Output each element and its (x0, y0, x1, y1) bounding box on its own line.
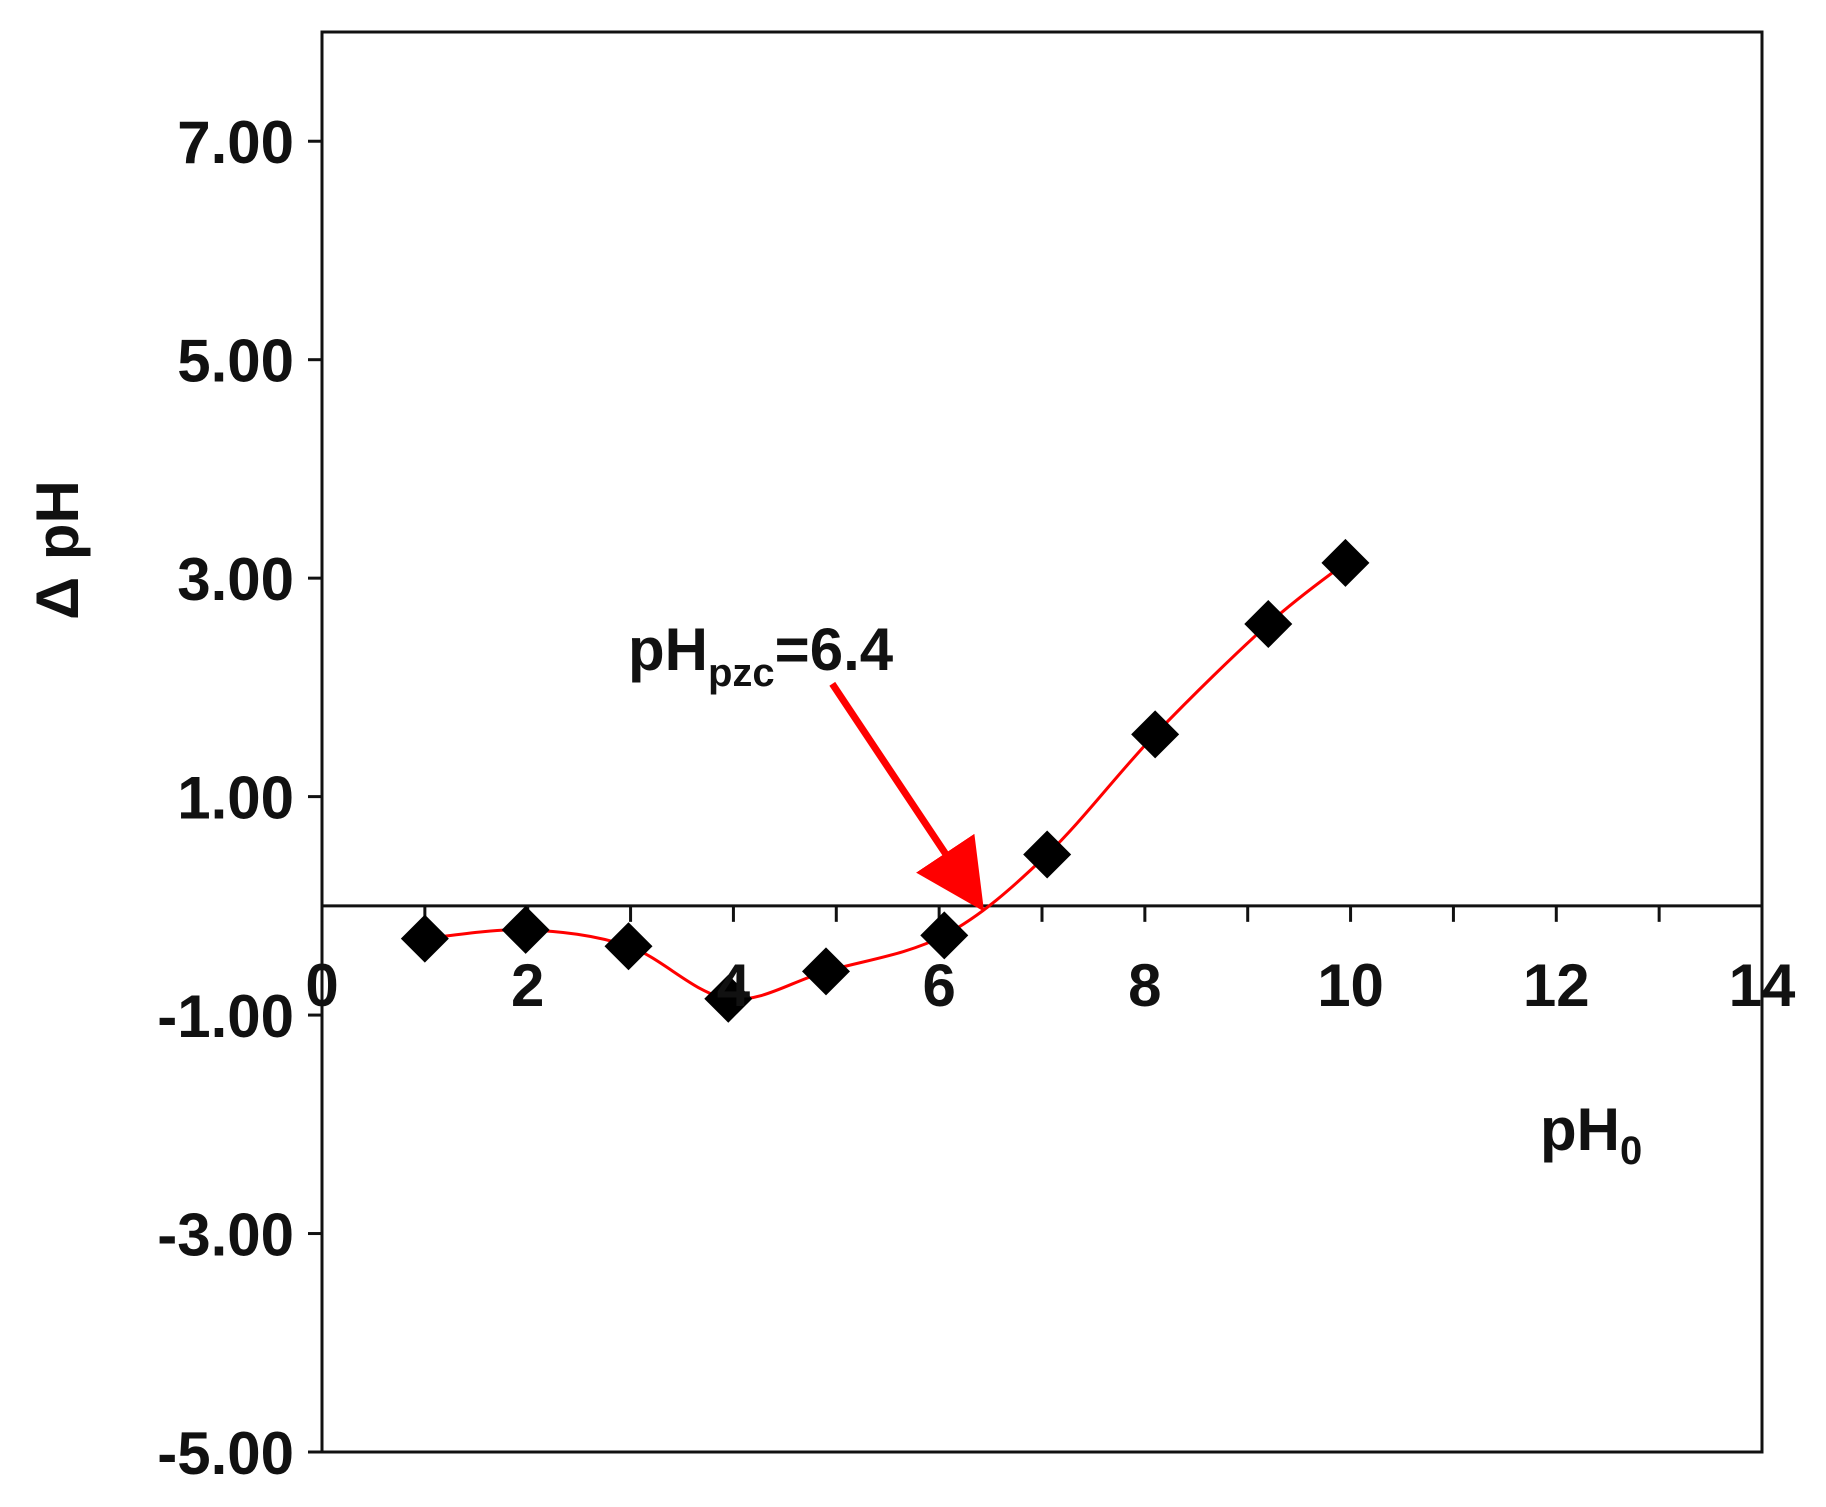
pzc-arrow (829, 681, 985, 912)
y-axis-label: Δ pH (24, 480, 91, 620)
data-point-diamond (1131, 710, 1180, 759)
y-tick-label: -5.00 (157, 1420, 294, 1487)
data-point-diamond (704, 974, 753, 1023)
data-point-diamond (604, 922, 653, 971)
y-tick-label: 3.00 (177, 546, 294, 613)
data-point-diamond (802, 947, 850, 996)
x-tick-label: 2 (511, 952, 544, 1019)
y-tick-label: -3.00 (157, 1202, 294, 1269)
series-line (424, 561, 1347, 1001)
pzc-annotation-subscript: pzc (708, 651, 775, 695)
x-tick-label: 12 (1523, 952, 1590, 1019)
x-tick-label: 0 (305, 952, 338, 1019)
x-tick-label: 6 (922, 952, 955, 1019)
y-tick-label: 5.00 (177, 328, 294, 395)
pzc-annotation-main: pH (628, 616, 708, 683)
x-axis-label: pH0 (1540, 1096, 1642, 1173)
x-axis-label-main: pH (1540, 1096, 1620, 1163)
pzc-annotation-value: =6.4 (775, 616, 894, 683)
x-tick-label: 14 (1729, 952, 1796, 1019)
x-tick-label: 10 (1317, 952, 1384, 1019)
data-point-diamond (920, 911, 969, 960)
pzc-annotation-label: pHpzc=6.4 (628, 616, 894, 695)
y-tick-label: 7.00 (177, 109, 294, 176)
data-point-diamond (1023, 830, 1072, 879)
data-point-diamond (1321, 538, 1370, 587)
y-tick-label: -1.00 (157, 983, 294, 1050)
data-point-diamond (1244, 600, 1293, 649)
x-tick-label: 4 (717, 952, 751, 1019)
x-axis-label-subscript: 0 (1620, 1129, 1642, 1173)
plot-frame (320, 30, 1764, 1454)
y-tick-label: 1.00 (177, 765, 294, 832)
x-tick-label: 8 (1128, 952, 1161, 1019)
data-point-diamond (400, 914, 449, 963)
data-point-diamond (501, 905, 550, 954)
